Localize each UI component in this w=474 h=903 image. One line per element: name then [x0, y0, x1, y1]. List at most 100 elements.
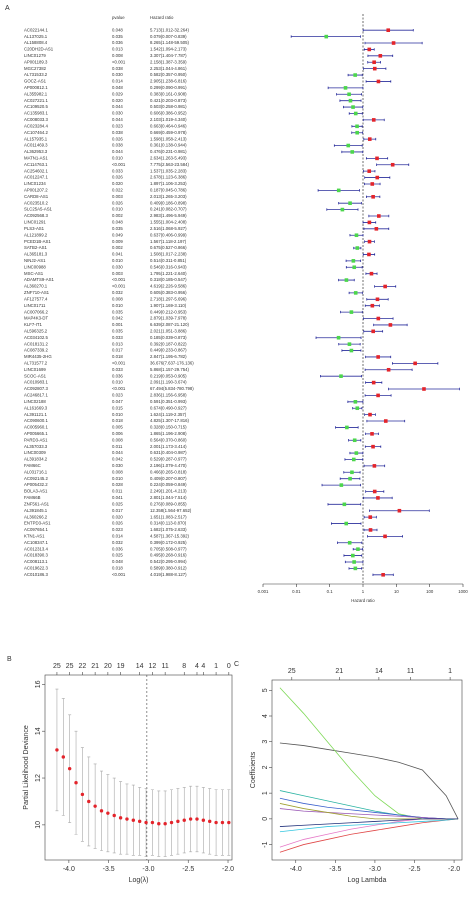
- deviance-point: [163, 822, 167, 826]
- gene-name: ZNF561-AS1: [24, 501, 50, 506]
- p-value: 0.042: [112, 316, 123, 321]
- hazard-ratio-point: [374, 227, 379, 231]
- hazard-ratio-point: [343, 86, 348, 90]
- y-tick-label: 1: [262, 791, 269, 795]
- gene-name: AL157935.1: [24, 136, 48, 141]
- hazard-ratio-point: [377, 214, 381, 218]
- deviance-point: [227, 820, 231, 825]
- deviance-point: [131, 818, 136, 822]
- gene-name: AF127577.4: [24, 296, 48, 301]
- hazard-ratio-point: [353, 73, 357, 77]
- p-value: 0.010: [112, 155, 123, 160]
- hazard-ratio-label: 0.361(0.138-0.944): [150, 143, 187, 148]
- p-value: 0.018: [112, 566, 123, 571]
- gene-name: AC022144.1: [24, 27, 49, 32]
- gene-name: AC019622.3: [24, 566, 49, 571]
- gene-name: LINC00988: [24, 264, 46, 269]
- hazard-ratio-point: [339, 483, 344, 487]
- p-value: 0.025: [112, 553, 123, 558]
- hazard-ratio-point: [350, 150, 355, 154]
- top-tick-label: 14: [136, 663, 144, 670]
- p-value: 0.041: [112, 252, 123, 257]
- x-axis-label: Log Lambda: [348, 877, 387, 884]
- hazard-ratio-label: 0.582(0.357-0.950): [150, 72, 187, 77]
- p-value: 0.017: [112, 348, 123, 353]
- p-value: 0.014: [112, 533, 123, 538]
- p-value: 0.026: [112, 136, 123, 141]
- gene-name: SATB2-AS1: [24, 245, 47, 250]
- gene-name: ZNF710-AS1: [24, 290, 50, 295]
- hazard-ratio-point: [367, 169, 372, 173]
- hazard-ratio-label: 0.187(0.045-0.786): [150, 188, 187, 193]
- deviance-point: [87, 799, 91, 804]
- gene-name: SLC25A5-AS1: [24, 207, 53, 212]
- p-value: 0.008: [112, 53, 123, 58]
- gene-name: AL365181.3: [24, 252, 48, 257]
- gene-name: GOCZ-AS1: [24, 79, 47, 84]
- p-value: 0.035: [112, 226, 123, 231]
- hazard-ratio-label: 4.619(2.226-9.586): [150, 284, 187, 289]
- deviance-point: [195, 817, 199, 821]
- p-value: 0.003: [112, 194, 123, 199]
- x-tick-label: -2.0: [222, 866, 234, 873]
- gene-name: AC012247.1: [24, 175, 49, 180]
- p-value: 0.033: [112, 168, 123, 173]
- deviance-point: [106, 811, 110, 815]
- hazard-ratio-point: [381, 572, 385, 577]
- p-value: 0.018: [112, 354, 123, 359]
- gene-name: AC010983.1: [24, 380, 49, 385]
- deviance-point: [137, 819, 142, 824]
- gene-name: LINC00309: [24, 450, 46, 455]
- hazard-ratio-label: 2.001(1.173-3.414): [150, 444, 187, 449]
- y-tick-label: 2: [262, 765, 269, 769]
- x-tick-label: -3.5: [329, 866, 341, 873]
- deviance-point: [74, 781, 78, 785]
- panel-label: C: [234, 661, 239, 668]
- gene-name: AL731577.2: [24, 361, 48, 366]
- gene-name: AC097654.1: [24, 527, 49, 532]
- hazard-ratio-label: 0.631(0.404-0.987): [150, 450, 187, 455]
- hazard-ratio-point: [368, 528, 373, 532]
- hazard-ratio-label: 4.587(1.367-15.392): [150, 533, 190, 538]
- hazard-ratio-label: 0.495(0.268-0.916): [150, 553, 187, 558]
- hazard-ratio-point: [352, 560, 356, 564]
- p-value: 0.010: [112, 258, 123, 263]
- p-value: 0.036: [112, 373, 123, 378]
- deviance-point: [176, 819, 180, 824]
- hazard-ratio-point: [376, 393, 380, 398]
- hazard-ratio-point: [386, 367, 391, 372]
- hazard-ratio-point: [371, 444, 375, 449]
- hazard-ratio-label: 7.775(2.563-23.584): [150, 162, 190, 167]
- p-value: 0.049: [112, 232, 123, 237]
- gene-name: AL161669.3: [24, 405, 48, 410]
- hazard-ratio-label: 1.651(1.083-2.517): [150, 514, 187, 519]
- coefficient-path: [279, 818, 459, 833]
- gene-name: AC135983.1: [24, 111, 49, 116]
- hazard-ratio-label: 0.589(0.380-0.912): [150, 566, 187, 571]
- hazard-ratio-label: 0.542(0.295-0.994): [150, 559, 187, 564]
- hazard-ratio-point: [388, 323, 393, 327]
- y-tick-label: 0: [262, 817, 269, 821]
- hazard-ratio-label: 3.307(1.404-7.787): [150, 53, 187, 58]
- hazard-ratio-point: [369, 271, 374, 276]
- hazard-ratio-label: 2.021(1.051-3.886): [150, 328, 187, 333]
- hazard-ratio-point: [372, 464, 377, 468]
- gene-name: LINC01234: [24, 181, 46, 186]
- p-value: 0.026: [112, 521, 123, 526]
- gene-name: AC010186.3: [24, 572, 49, 577]
- deviance-point: [93, 804, 97, 808]
- p-value: 0.020: [112, 181, 123, 186]
- deviance-point: [118, 816, 123, 820]
- deviance-point: [125, 817, 129, 821]
- hazard-ratio-point: [371, 329, 375, 334]
- hazard-ratio-point: [351, 259, 356, 263]
- gene-name: AC109520.5: [24, 104, 49, 109]
- hazard-ratio-label: 0.466(0.265-0.818): [150, 469, 187, 474]
- p-value: 0.010: [112, 476, 123, 481]
- x-tick-label: 1: [362, 589, 365, 594]
- gene-name: KLF7-IT1: [24, 322, 43, 327]
- top-tick-label: 4: [201, 663, 205, 670]
- gene-name: AC034102.5: [24, 335, 49, 340]
- hazard-ratio-label: 0.079(0.007-0.839): [150, 34, 187, 39]
- gene-name: AC092807.3: [24, 386, 49, 391]
